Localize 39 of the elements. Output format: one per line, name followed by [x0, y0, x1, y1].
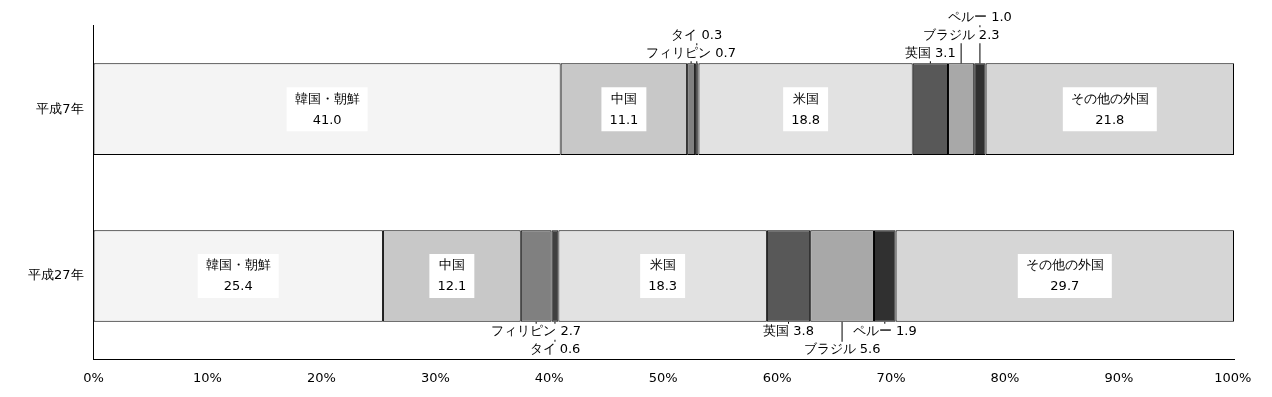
series-label: 韓国・朝鮮 — [294, 90, 360, 106]
text: 米国 — [649, 257, 676, 273]
data-label: 41.0 — [312, 111, 342, 127]
text: ペルー 1.9 — [852, 323, 917, 339]
series-label: 中国 — [610, 90, 637, 106]
text: ブラジル 5.6 — [803, 341, 881, 357]
x-tick-label: 30% — [420, 369, 450, 385]
data-label: 29.7 — [1050, 278, 1080, 294]
x-tick-label: 100% — [1214, 369, 1252, 385]
text: フィリピン 2.7 — [491, 323, 582, 339]
x-tick-label: 60% — [762, 369, 792, 385]
text: 英国 3.1 — [904, 44, 956, 60]
x-tick-label: 70% — [876, 369, 906, 385]
x-tick-label: 90% — [1104, 369, 1134, 385]
x-tick-label: 0% — [83, 369, 104, 385]
x-tick-label: 80% — [990, 369, 1020, 385]
text: 英国 3.8 — [763, 323, 814, 339]
text: タイ 0.3 — [671, 26, 723, 42]
x-tick-label: 10% — [193, 369, 222, 385]
text: 韓国・朝鮮 — [205, 257, 271, 273]
text: ブラジル 2.3 — [922, 26, 1000, 42]
x-tick-label: 40% — [534, 369, 564, 385]
series-label: 米国 — [792, 90, 819, 106]
text: 中国 — [438, 257, 465, 273]
data-label: 18.8 — [791, 111, 821, 127]
y-tick-label: 平成27年 — [28, 267, 84, 283]
data-label: 21.8 — [1095, 111, 1125, 127]
x-tick-label: 50% — [648, 369, 678, 385]
series-label: その他の外国 — [1070, 90, 1149, 106]
text: ペルー 1.0 — [948, 8, 1012, 24]
data-label: 18.3 — [648, 278, 678, 294]
text: タイ 0.6 — [529, 341, 581, 357]
x-tick-label: 20% — [306, 369, 336, 385]
data-label: 25.4 — [223, 278, 253, 294]
y-tick-label: 平成7年 — [36, 100, 84, 116]
data-label: 11.1 — [609, 111, 639, 127]
data-label: 12.1 — [437, 278, 467, 294]
text: フィリピン 0.7 — [646, 44, 737, 60]
text: その他の外国 — [1025, 257, 1104, 273]
